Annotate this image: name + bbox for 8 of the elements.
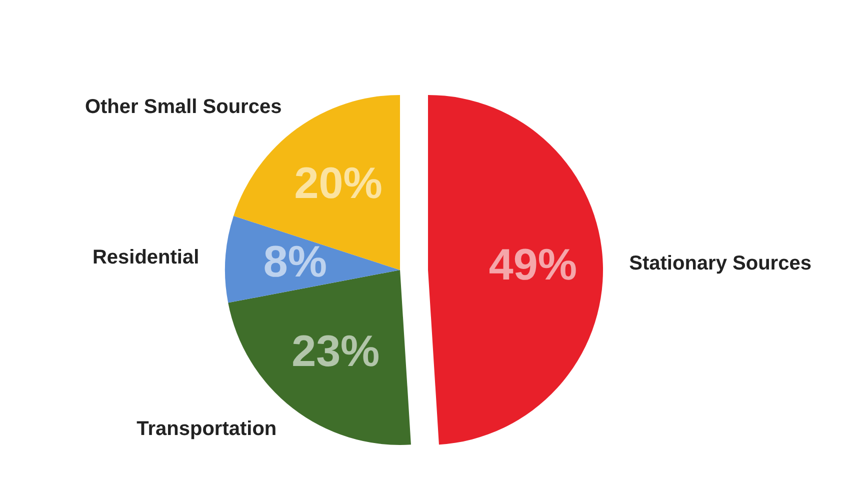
slice-label: Residential xyxy=(92,246,200,268)
data-label: 23% xyxy=(292,326,380,376)
slice-label: Other Small Sources xyxy=(84,96,282,118)
data-label: 49% xyxy=(488,240,577,290)
slice-label: Stationary Sources xyxy=(629,252,812,275)
slice-label: Transportation xyxy=(136,418,277,440)
data-label: 8% xyxy=(263,237,328,286)
data-label: 20% xyxy=(294,159,382,208)
